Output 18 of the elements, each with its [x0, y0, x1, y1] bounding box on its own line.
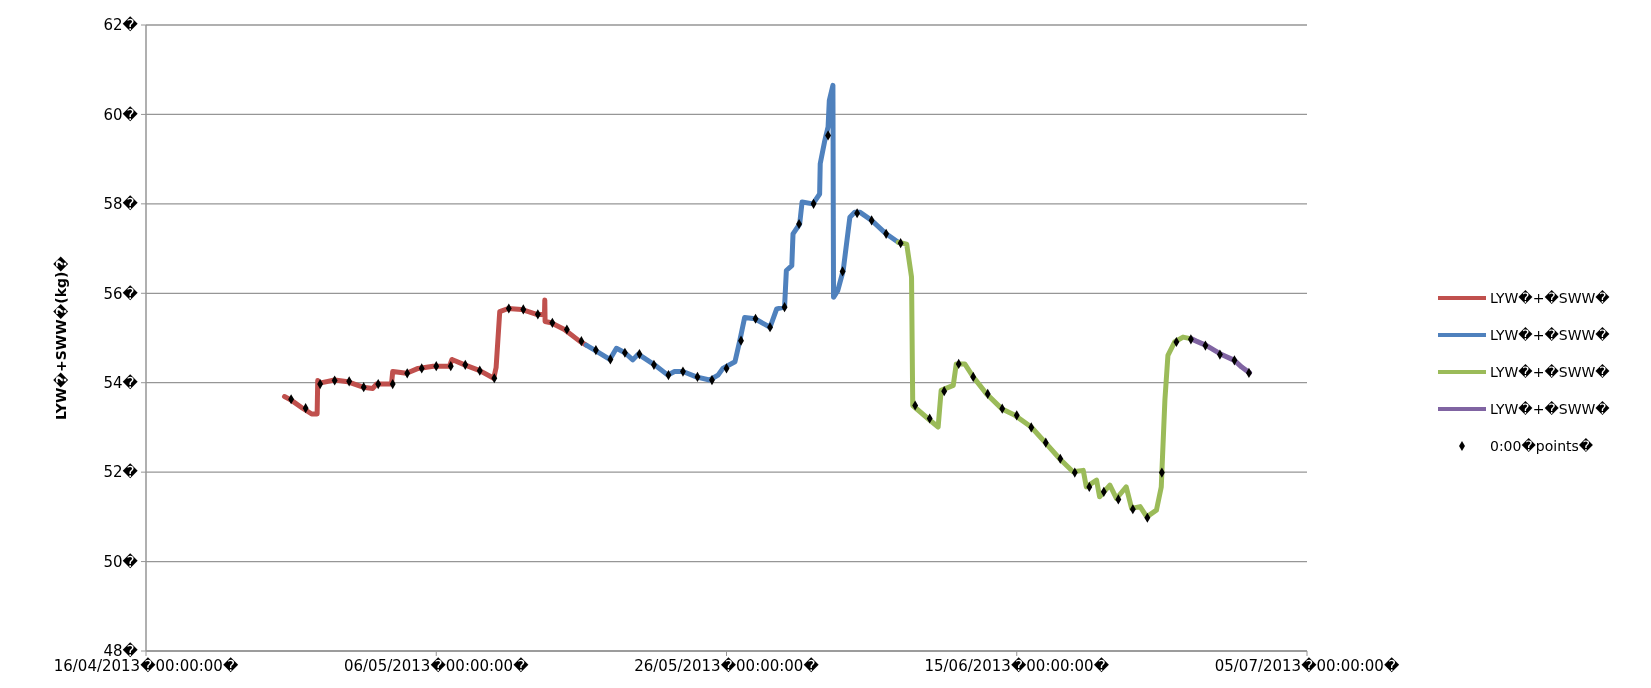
x-tick-label: 16/04/2013�00:00:00� — [53, 657, 239, 675]
legend-label: 0:00�points� — [1490, 437, 1594, 454]
x-tick-label: 15/06/2013�00:00:00� — [924, 657, 1110, 675]
legend-label: LYW�+�SWW� — [1490, 289, 1611, 306]
y-tick-label: 62� — [103, 16, 139, 35]
x-tick-label: 26/05/2013�00:00:00� — [634, 657, 820, 675]
x-tick-label: 06/05/2013�00:00:00� — [343, 657, 530, 675]
y-tick-label: 52� — [103, 463, 139, 482]
y-tick-label: 50� — [103, 552, 139, 571]
y-tick-label: 56� — [103, 284, 139, 303]
legend-label: LYW�+�SWW� — [1490, 400, 1611, 417]
y-axis-title: LYW�+SWW�(kg)� — [53, 255, 69, 420]
x-tick-label: 05/07/2013�00:00:00� — [1214, 657, 1400, 675]
legend-label: LYW�+�SWW� — [1490, 326, 1611, 343]
y-tick-label: 60� — [103, 105, 139, 124]
y-tick-label: 58� — [103, 195, 139, 214]
y-tick-label: 54� — [103, 373, 139, 392]
legend-label: LYW�+�SWW� — [1490, 363, 1611, 380]
